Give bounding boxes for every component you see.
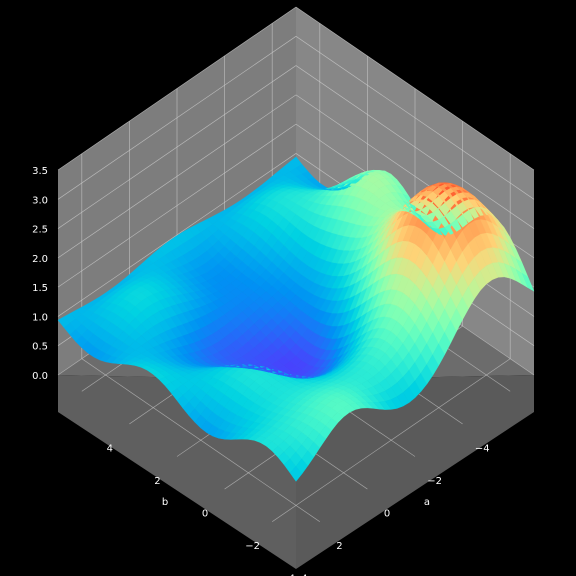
y-tick-label: 4 (289, 574, 295, 576)
z-tick-label: 0.5 (32, 342, 48, 353)
z-tick-label: 2.5 (32, 225, 48, 236)
y-tick-label: −2 (427, 476, 442, 487)
grid-line-z (57, 123, 297, 288)
x-axis-label: a (424, 497, 430, 508)
tick-labels: 0.0 0.5 1.0 1.5 2.0 2.5 3.0 3.5 −4 −4 −2 −2 0 0 2 2 4 4 (32, 166, 489, 576)
y-tick-label: 0 (384, 509, 390, 520)
y-axis-label: b (162, 497, 168, 508)
floor-edge-right (296, 375, 534, 569)
grid-line-z (57, 153, 297, 317)
grid-line-z (295, 6, 535, 171)
x-tick-label: −2 (245, 541, 260, 552)
z-tick-label: 3.5 (32, 166, 48, 177)
z-tick-label: 0.0 (32, 371, 48, 382)
z-tick-label: 2.0 (32, 254, 48, 265)
x-tick-label: −4 (293, 574, 308, 576)
grid-line-z (57, 6, 297, 171)
grid-line-z (295, 35, 535, 200)
y-tick-label: 2 (336, 541, 342, 552)
surface-plot (57, 156, 535, 482)
grid-line-floor-b (81, 358, 320, 522)
z-tick-label: 1.5 (32, 283, 48, 294)
x-tick-label: 4 (107, 443, 113, 454)
grid-line-z (57, 94, 297, 259)
grid-line-z (57, 65, 297, 229)
x-tick-label: 2 (154, 476, 160, 487)
surface-patch (521, 272, 535, 292)
z-tick-label: 1.0 (32, 312, 48, 323)
z-tick-label: 3.0 (32, 195, 48, 206)
grid-line-z (57, 35, 297, 200)
grid-line-z (295, 65, 535, 229)
y-tick-label: −4 (475, 443, 490, 454)
x-tick-label: 0 (202, 509, 208, 520)
